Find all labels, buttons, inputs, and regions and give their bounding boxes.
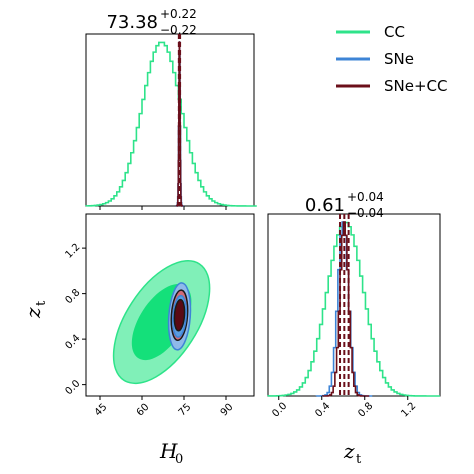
legend: CC SNe SNe+CC xyxy=(336,23,448,95)
xaxis-h0-tick-label-0: 45 xyxy=(93,402,110,419)
xaxis-h0-tick-label-2: 75 xyxy=(177,402,194,419)
xlabel-zt-sub: t xyxy=(356,452,362,467)
yaxis-zt-tick-label-1: 0.4 xyxy=(63,333,82,352)
h0-title-value: 73.38 xyxy=(106,12,158,33)
yaxis-zt-tick-label-0: 0.0 xyxy=(63,378,82,397)
hist-cc xyxy=(85,41,257,207)
ylabel-zt: z t xyxy=(21,300,49,319)
contour-combined-1sigma xyxy=(173,298,186,332)
legend-label-combined: SNe+CC xyxy=(384,77,448,95)
ylabel-zt-sub: t xyxy=(34,300,49,306)
legend-label-sne: SNe xyxy=(384,50,414,68)
panel-frame-top xyxy=(85,33,255,207)
joint-contours xyxy=(112,260,211,385)
hist-cc xyxy=(267,221,440,397)
xlabel-zt-main: z xyxy=(343,439,355,463)
zt-title-minus: −0.04 xyxy=(347,206,384,220)
xlabel-zt: z t xyxy=(343,439,362,467)
zt-title-plus: +0.04 xyxy=(347,190,384,204)
h0-title-plus: +0.22 xyxy=(160,7,197,21)
xlabel-h0-sub: 0 xyxy=(175,452,183,467)
legend-label-cc: CC xyxy=(384,23,405,41)
xaxis-zt-tick-label-1: 0.4 xyxy=(313,401,332,420)
ylabel-zt-main: z xyxy=(21,307,45,319)
marginal-zt xyxy=(267,214,440,397)
marginal-h0 xyxy=(85,34,257,207)
panel-frame-right xyxy=(267,213,441,397)
xlabel-h0-main: H xyxy=(159,439,178,463)
yaxis-zt-tick-label-2: 0.8 xyxy=(63,287,82,306)
xlabel-h0: H 0 xyxy=(159,439,183,467)
xaxis-h0-tick-label-1: 60 xyxy=(135,402,152,419)
yaxis-zt-tick-label-3: 1.2 xyxy=(63,242,82,261)
xaxis-zt-tick-label-0: 0.0 xyxy=(270,401,289,420)
zt-title-value: 0.61 xyxy=(305,195,345,216)
hist-combined xyxy=(175,41,184,207)
hist-combined xyxy=(322,221,370,397)
panel-frame-joint xyxy=(85,213,255,397)
xaxis-h0-tick-label-3: 90 xyxy=(219,402,236,419)
xaxis-zt-tick-label-2: 0.8 xyxy=(356,401,375,420)
xaxis-zt-tick-label-3: 1.2 xyxy=(399,401,418,420)
